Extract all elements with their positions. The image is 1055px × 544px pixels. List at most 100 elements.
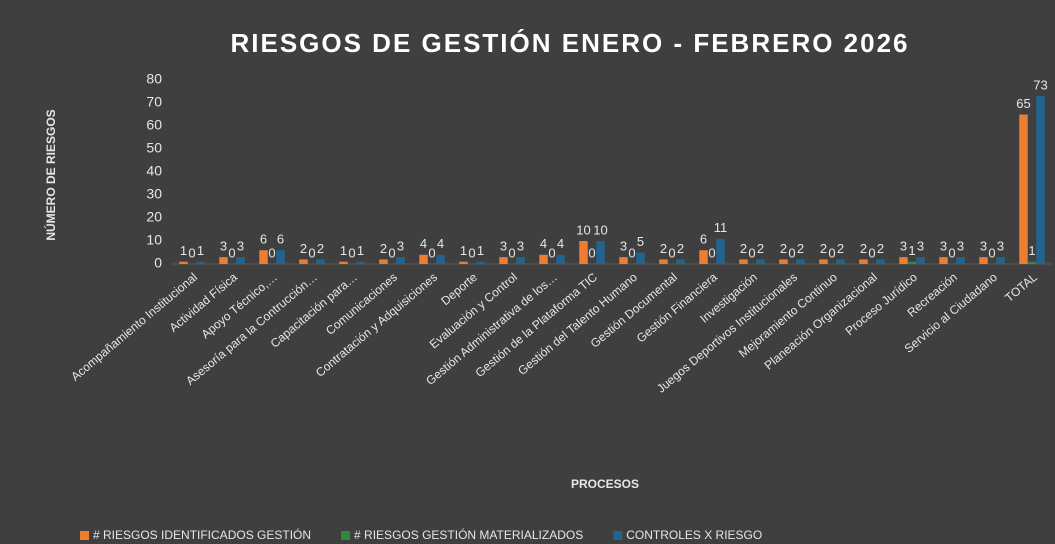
value-label: 2 — [780, 241, 787, 256]
value-label: 0 — [828, 245, 835, 260]
bar — [179, 261, 188, 264]
bar — [379, 259, 388, 264]
value-label: 1 — [477, 243, 484, 258]
value-label: 1 — [340, 243, 347, 258]
legend-label: CONTROLES X RIESGO — [626, 528, 762, 542]
bar — [556, 254, 565, 264]
value-label: 3 — [900, 239, 907, 254]
value-label: 4 — [557, 236, 564, 251]
bar — [579, 241, 588, 264]
value-label: 6 — [260, 232, 267, 247]
y-tick-label: 10 — [146, 232, 162, 248]
legend-swatch — [613, 531, 623, 540]
y-axis-label: NÚMERO DE RIESGOS — [43, 109, 58, 240]
y-tick-label: 80 — [146, 71, 162, 87]
value-label: 65 — [1016, 96, 1030, 111]
bar — [836, 259, 845, 264]
chart-title: RIESGOS DE GESTIÓN ENERO - FEBRERO 2026 — [230, 28, 909, 58]
bar — [819, 259, 828, 264]
bar — [756, 259, 765, 264]
bar — [236, 257, 245, 264]
legend-swatch — [341, 531, 351, 540]
bar — [1036, 96, 1045, 264]
legend-label: # RIESGOS IDENTIFICADOS GESTIÓN — [93, 527, 311, 542]
value-label: 3 — [997, 239, 1004, 254]
y-tick-label: 60 — [146, 117, 162, 133]
value-label: 3 — [957, 239, 964, 254]
value-label: 0 — [468, 245, 475, 260]
value-label: 2 — [317, 241, 324, 256]
value-label: 0 — [788, 245, 795, 260]
value-label: 2 — [757, 241, 764, 256]
value-label: 5 — [637, 234, 644, 249]
value-label: 10 — [593, 222, 607, 237]
value-label: 2 — [660, 241, 667, 256]
value-label: 0 — [948, 245, 955, 260]
bar — [1027, 261, 1037, 264]
bar — [979, 257, 988, 264]
value-label: 2 — [797, 241, 804, 256]
bar — [436, 254, 445, 264]
value-label: 4 — [420, 236, 427, 251]
value-label: 3 — [500, 239, 507, 254]
bar — [779, 259, 788, 264]
bar — [259, 250, 268, 264]
value-label: 3 — [220, 239, 227, 254]
y-tick-label: 30 — [146, 186, 162, 202]
value-label: 2 — [820, 241, 827, 256]
y-tick-label: 40 — [146, 163, 162, 179]
value-label: 2 — [860, 241, 867, 256]
y-tick-label: 70 — [146, 94, 162, 110]
bar — [219, 257, 228, 264]
bar — [339, 261, 348, 264]
bar — [939, 257, 948, 264]
bar — [636, 252, 645, 264]
value-label: 3 — [620, 239, 627, 254]
value-label: 3 — [940, 239, 947, 254]
bar — [539, 254, 548, 264]
y-tick-label: 0 — [154, 255, 162, 271]
value-label: 0 — [428, 245, 435, 260]
bar — [796, 259, 805, 264]
bar — [996, 257, 1005, 264]
bar — [739, 259, 748, 264]
value-label: 0 — [268, 245, 275, 260]
value-label: 2 — [877, 241, 884, 256]
bar — [859, 259, 868, 264]
bar — [276, 250, 285, 264]
value-label: 1 — [460, 243, 467, 258]
value-label: 1 — [357, 243, 364, 258]
value-label: 2 — [837, 241, 844, 256]
y-tick-label: 50 — [146, 140, 162, 156]
bar — [476, 261, 485, 264]
value-label: 6 — [700, 232, 707, 247]
value-label: 0 — [348, 245, 355, 260]
bar — [899, 257, 908, 264]
bar — [716, 238, 725, 264]
value-label: 4 — [437, 236, 444, 251]
value-label: 1 — [197, 243, 204, 258]
bar — [316, 259, 325, 264]
bar — [1019, 114, 1028, 264]
value-label: 10 — [576, 222, 590, 237]
value-label: 73 — [1033, 78, 1047, 93]
bar — [876, 259, 885, 264]
bar — [676, 259, 685, 264]
bar — [596, 241, 605, 264]
value-label: 2 — [740, 241, 747, 256]
value-label: 6 — [277, 232, 284, 247]
value-label: 3 — [980, 239, 987, 254]
value-label: 0 — [748, 245, 755, 260]
bar — [699, 250, 708, 264]
value-label: 0 — [188, 245, 195, 260]
value-label: 0 — [988, 245, 995, 260]
value-label: 0 — [668, 245, 675, 260]
value-label: 0 — [588, 245, 595, 260]
value-label: 0 — [708, 245, 715, 260]
bar — [419, 254, 428, 264]
value-label: 0 — [228, 245, 235, 260]
x-axis-label: PROCESOS — [571, 477, 639, 491]
value-label: 11 — [714, 220, 728, 235]
value-label: 0 — [628, 245, 635, 260]
